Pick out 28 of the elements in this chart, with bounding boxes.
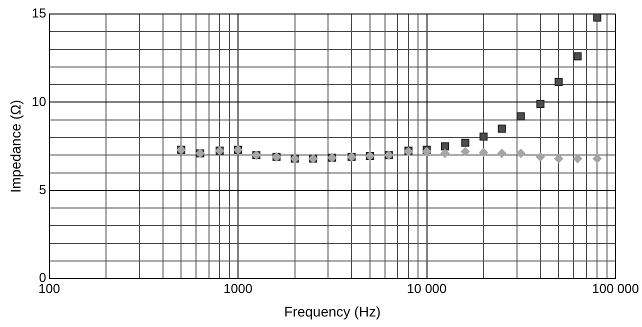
point [479, 148, 488, 157]
point [554, 154, 564, 164]
point [480, 132, 488, 141]
x-tick-label: 1000 [224, 280, 252, 296]
point [593, 14, 602, 22]
point [554, 78, 563, 86]
x-axis-title: Frequency (Hz) [284, 303, 381, 320]
point [536, 100, 544, 108]
y-axis-title: Impedance (Ω) [7, 100, 24, 193]
point [592, 154, 602, 164]
point [516, 112, 525, 120]
point [498, 124, 506, 133]
point [461, 138, 470, 147]
y-tick-label: 10 [32, 94, 46, 109]
x-tick-label: 100 000 [592, 280, 640, 296]
point [573, 154, 582, 164]
y-tick-label: 5 [39, 182, 46, 197]
point [536, 152, 545, 162]
point [497, 148, 506, 158]
point [422, 147, 432, 156]
point [460, 147, 470, 156]
point [516, 148, 526, 158]
y-tick-label: 15 [32, 6, 46, 21]
point [440, 148, 450, 158]
point [441, 142, 450, 150]
y-tick-label: 0 [39, 270, 46, 286]
point [574, 52, 582, 60]
x-tick-label: 10 000 [406, 280, 447, 296]
